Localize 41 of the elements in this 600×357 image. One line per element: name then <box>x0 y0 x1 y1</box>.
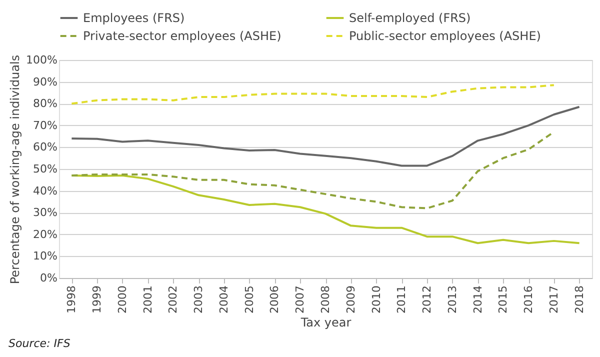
legend-label: Self-employed (FRS) <box>349 11 471 25</box>
x-tick-label: 2011 <box>395 286 408 314</box>
x-tick-label: 2012 <box>420 286 434 314</box>
y-tick-label: 80% <box>33 97 58 110</box>
y-tick-label: 50% <box>33 162 58 176</box>
x-tick-label: 2003 <box>192 286 206 314</box>
line-series <box>70 106 580 167</box>
x-tick-label: 2013 <box>446 286 459 314</box>
x-tick-label: 2007 <box>294 286 307 314</box>
y-tick-label: 30% <box>33 206 58 220</box>
y-tick-label: 0% <box>40 272 58 284</box>
x-tick-label: 2018 <box>572 286 586 314</box>
x-tick-label: 1998 <box>65 286 78 314</box>
y-axis-title: Percentage of working-age individuals <box>8 54 22 284</box>
y-tick-label: 100% <box>26 54 58 66</box>
x-tick-label: 2002 <box>166 286 180 314</box>
legend-label: Employees (FRS) <box>83 11 185 25</box>
x-tick-label: 2010 <box>370 286 383 314</box>
y-tick-label: 60% <box>33 140 58 154</box>
y-tick-label: 70% <box>33 118 58 132</box>
x-axis-title: Tax year <box>300 315 352 330</box>
x-tick-label: 2016 <box>522 286 536 314</box>
y-tick-label: 20% <box>33 228 58 241</box>
x-tick-label: 2015 <box>496 286 510 314</box>
x-tick-label: 2008 <box>319 286 332 314</box>
x-tick-label: 2005 <box>242 286 256 314</box>
y-tick-label: 10% <box>33 250 58 263</box>
x-tick-label: 2001 <box>141 286 154 314</box>
x-tick-label: 2004 <box>217 286 230 314</box>
legend-label: Private-sector employees (ASHE) <box>83 29 282 43</box>
x-tick-label: 2006 <box>268 286 282 314</box>
x-tick-label: 1999 <box>90 286 104 314</box>
y-tick-label: 40% <box>33 184 58 198</box>
x-tick-label: 2009 <box>344 286 358 314</box>
x-tick-label: 2000 <box>116 286 129 314</box>
legend-label: Public-sector employees (ASHE) <box>349 29 541 43</box>
x-tick-label: 2017 <box>547 286 560 314</box>
source-note: Source: IFS <box>8 336 70 350</box>
x-tick-label: 2014 <box>471 286 484 314</box>
line-series <box>70 84 555 105</box>
y-tick-label: 90% <box>33 75 58 88</box>
